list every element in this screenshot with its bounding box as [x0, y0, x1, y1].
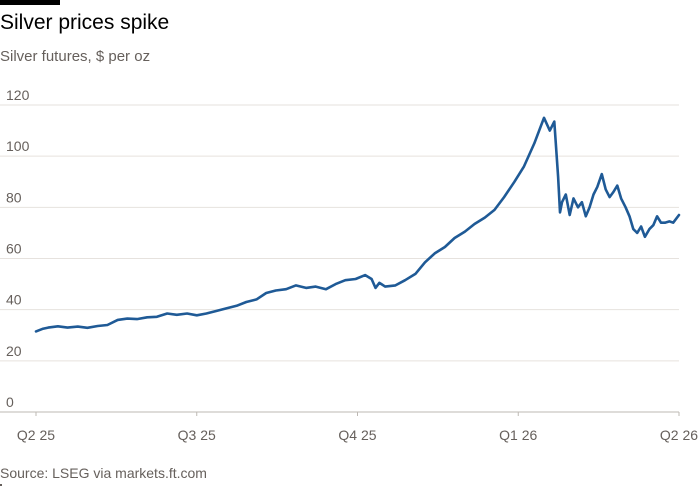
y-tick-label-100: 100 [6, 138, 30, 154]
y-tick-label-20: 20 [6, 343, 22, 359]
brand-bar [0, 0, 60, 5]
y-tick-label-120: 120 [6, 87, 30, 103]
source-note: Source: LSEG via markets.ft.com [0, 465, 207, 481]
y-tick-label-80: 80 [6, 189, 22, 205]
x-tick-label-3: Q1 26 [499, 427, 537, 443]
x-tick-label-1: Q3 25 [178, 427, 216, 443]
y-tick-label-0: 0 [6, 394, 14, 410]
x-tick-label-2: Q4 25 [338, 427, 376, 443]
y-tick-label-60: 60 [6, 241, 22, 257]
corner-mark [0, 484, 2, 486]
chart-subtitle: Silver futures, $ per oz [0, 48, 151, 65]
y-tick-label-40: 40 [6, 292, 22, 308]
x-tick-label-4: Q2 26 [660, 427, 698, 443]
series-line-0 [34, 116, 681, 333]
chart-title: Silver prices spike [0, 11, 170, 34]
x-tick-label-0: Q2 25 [17, 427, 55, 443]
